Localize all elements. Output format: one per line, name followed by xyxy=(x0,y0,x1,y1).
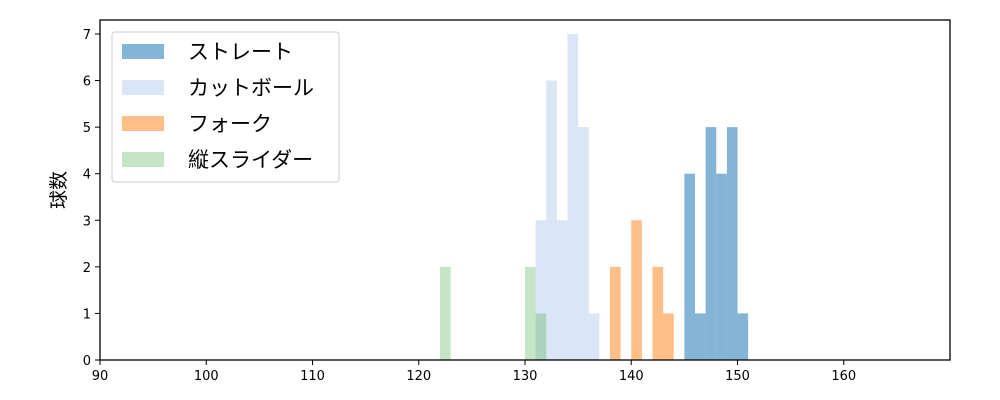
y-tick-label: 1 xyxy=(83,307,91,322)
y-tick-label: 2 xyxy=(83,261,91,276)
y-axis-label: 球数 xyxy=(48,171,70,209)
legend-label: カットボール xyxy=(188,76,314,100)
y-tick-label: 3 xyxy=(83,214,91,229)
bar xyxy=(652,266,664,360)
y-tick-label: 7 xyxy=(83,28,91,43)
x-tick-label: 90 xyxy=(92,369,109,384)
x-tick-label: 130 xyxy=(513,369,538,384)
bar xyxy=(535,220,547,360)
x-tick-label: 110 xyxy=(300,369,325,384)
bar xyxy=(567,33,579,361)
y-tick-label: 4 xyxy=(83,168,91,183)
legend-label: ストレート xyxy=(188,40,293,64)
bar xyxy=(631,220,642,360)
bar xyxy=(535,313,547,360)
bar xyxy=(726,127,738,360)
bar xyxy=(684,173,695,360)
bar xyxy=(556,220,568,360)
legend-frame xyxy=(111,31,340,183)
legend-label: フォーク xyxy=(188,112,272,136)
x-axis: 90 100 110 120 130 140 150 160 xyxy=(92,360,856,384)
legend-swatch xyxy=(122,116,164,131)
legend-swatch xyxy=(122,80,164,95)
bar xyxy=(610,266,621,360)
bar xyxy=(737,313,749,360)
bar xyxy=(663,313,674,360)
bar xyxy=(578,127,589,360)
bar xyxy=(440,266,451,360)
x-tick-label: 160 xyxy=(831,369,856,384)
bar xyxy=(716,173,727,360)
legend-label: 縦スライダー xyxy=(188,148,313,172)
bar xyxy=(546,80,557,360)
y-axis: 0 1 2 3 4 5 6 7 xyxy=(83,28,100,369)
x-tick-label: 140 xyxy=(619,369,644,384)
x-tick-label: 150 xyxy=(725,369,750,384)
y-tick-label: 5 xyxy=(83,121,91,136)
legend-swatch xyxy=(122,44,164,59)
x-tick-label: 120 xyxy=(406,369,431,384)
y-tick-label: 6 xyxy=(83,75,91,90)
bars-layer xyxy=(440,33,749,361)
legend-swatch xyxy=(122,152,164,167)
bar xyxy=(525,266,536,360)
x-tick-label: 100 xyxy=(194,369,219,384)
bar xyxy=(695,313,706,360)
bar xyxy=(705,127,717,360)
bar xyxy=(588,313,600,360)
y-tick-label: 0 xyxy=(83,354,91,369)
